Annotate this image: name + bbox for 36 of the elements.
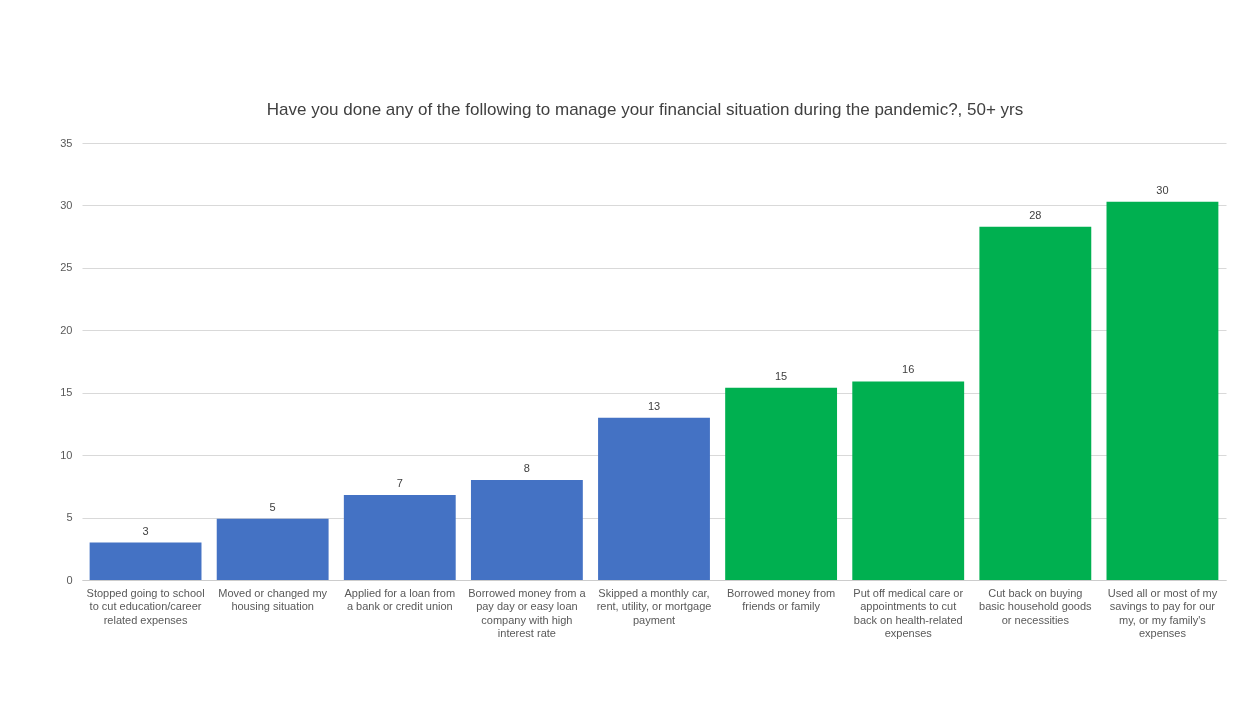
data-label: 13 — [647, 399, 661, 412]
x-tick-label: Stopped going to school to cut education/career related expenses — [86, 586, 205, 626]
bar — [89, 542, 202, 580]
bar — [216, 518, 329, 580]
data-label: 8 — [523, 462, 530, 475]
x-tick-label: Moved or changed my housing situation — [218, 586, 328, 612]
chart-title: Have you done any of the following to manage your financial situation during the pandemic?, 50+ yrs — [266, 100, 1024, 119]
y-tick-label: 5 — [66, 511, 73, 524]
bar — [1106, 201, 1219, 580]
x-tick-label: Borrowed money from friends or family — [727, 586, 836, 612]
y-tick-label: 25 — [60, 261, 73, 274]
bar — [979, 226, 1092, 580]
y-tick-label: 10 — [60, 448, 73, 461]
data-label: 15 — [774, 369, 788, 382]
y-tick-label: 35 — [60, 136, 73, 149]
data-label: 5 — [269, 500, 276, 513]
bar — [343, 495, 456, 580]
x-tick-label: Used all or most of my savings to pay for our my, or my family's expenses — [1107, 586, 1218, 639]
x-tick-label: Cut back on buying basic household goods or necessities — [979, 586, 1093, 626]
data-label: 7 — [396, 477, 403, 490]
y-tick-label: 15 — [60, 386, 73, 399]
x-tick-label: Borrowed money from a pay day or easy loan company with high interest rate — [468, 586, 587, 639]
x-tick-label: Applied for a loan from a bank or credit union — [344, 586, 456, 612]
data-label: 3 — [142, 524, 149, 537]
bar — [470, 480, 583, 580]
bar — [598, 417, 710, 580]
data-label: 28 — [1029, 208, 1042, 221]
bar — [852, 381, 965, 580]
bar — [725, 387, 838, 580]
y-tick-label: 20 — [60, 323, 73, 336]
x-tick-label: Skipped a monthly car, rent, utility, or mortgage payment — [596, 586, 712, 626]
x-tick-label: Put off medical care or appointments to cut back on health-related expenses — [853, 586, 964, 639]
data-label: 30 — [1156, 183, 1169, 196]
y-tick-label: 0 — [66, 573, 73, 586]
data-label: 16 — [902, 363, 915, 376]
y-tick-label: 30 — [60, 198, 73, 211]
